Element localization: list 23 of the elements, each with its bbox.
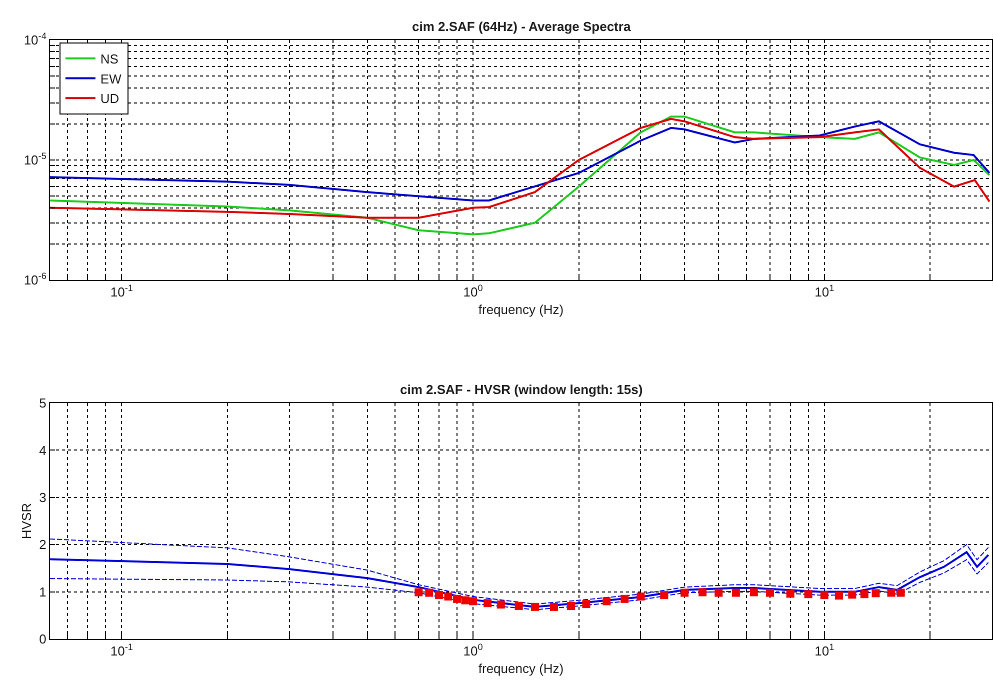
legend-label: UD <box>100 91 120 106</box>
x-tick-label: 10$^{1}$ <box>814 283 834 300</box>
y-tick-label: 2 <box>39 537 46 552</box>
x-tick-label: 10$^{1}$ <box>814 642 834 659</box>
legend-label: NS <box>100 51 119 66</box>
legend-label: EW <box>100 71 122 86</box>
y-tick-label: 1 <box>39 584 46 600</box>
y-tick-label: 0 <box>39 632 46 647</box>
x-tick-label: 10$^{0}$ <box>463 642 483 659</box>
x-tick-label: 10$^{-1}$ <box>110 642 133 659</box>
y-tick-label: 3 <box>39 490 46 505</box>
y-tick-label: 4 <box>39 442 46 458</box>
x-axis-title: frequency (Hz) <box>478 302 564 318</box>
y-tick-label: 10$^{-6}$ <box>24 271 46 288</box>
x-tick-label: 10$^{-1}$ <box>110 283 133 300</box>
chart-title: cim 2.SAF - HVSR (window length: 15s) <box>400 382 643 397</box>
x-tick-label: 10$^{0}$ <box>463 283 483 300</box>
y-tick-label: 5 <box>39 396 46 411</box>
chart-title: cim 2.SAF (64Hz) - Average Spectra <box>412 19 632 34</box>
y-tick-label: 10$^{-4}$ <box>24 31 46 48</box>
x-axis-title: frequency (Hz) <box>478 661 564 676</box>
y-axis-title: HVSR <box>19 502 34 540</box>
y-tick-label: 10$^{-5}$ <box>24 151 46 168</box>
